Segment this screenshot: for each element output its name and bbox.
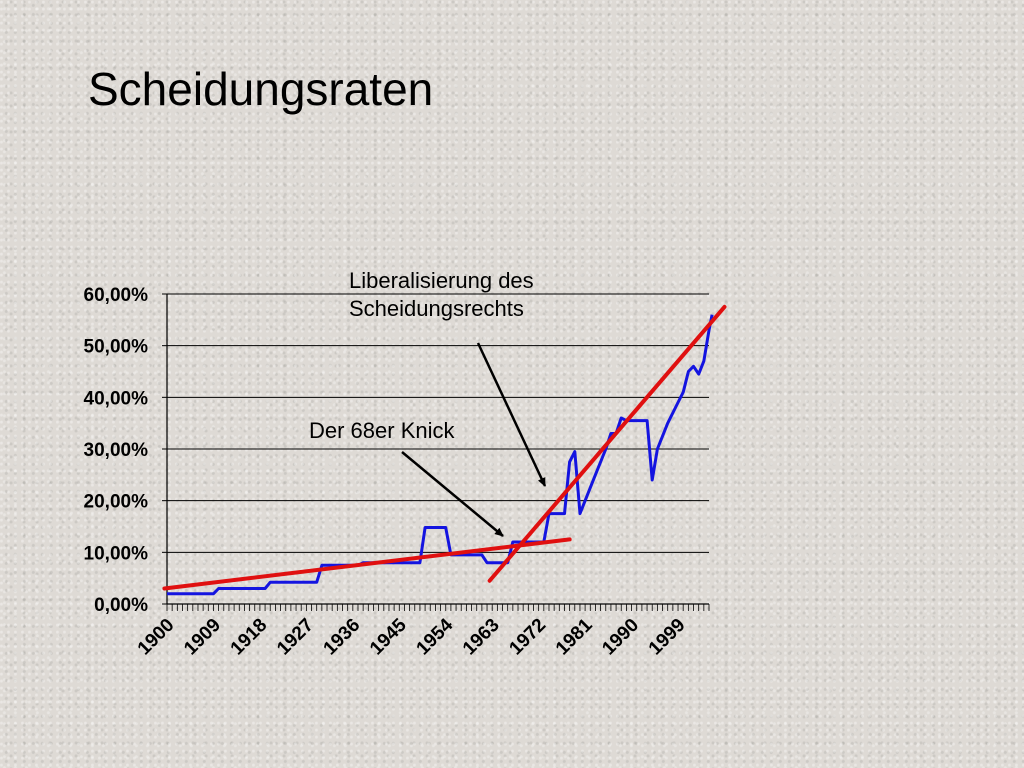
y-tick-label: 60,00% (84, 285, 149, 306)
x-tick-label: 1963 (459, 615, 504, 660)
x-tick-label: 1999 (645, 615, 690, 660)
x-tick-label: 1936 (320, 615, 365, 660)
y-tick-label: 10,00% (84, 543, 149, 564)
x-tick-label: 1990 (598, 615, 643, 660)
trend-line-early (162, 537, 572, 591)
x-tick-label: 1909 (180, 615, 225, 660)
slide-title: Scheidungsraten (88, 63, 434, 115)
annotation-liberalisierung-text: Scheidungsrechts (349, 296, 524, 321)
annotation-liberalisierung-text: Liberalisierung des (349, 268, 534, 293)
y-tick-label: 50,00% (84, 337, 149, 358)
x-tick-label: 1900 (134, 615, 179, 660)
x-tick-label: 1918 (227, 615, 272, 660)
annotation-68er-knick-text: Der 68er Knick (309, 418, 456, 443)
x-tick-label: 1981 (552, 614, 597, 659)
y-tick-label: 40,00% (84, 388, 149, 409)
x-tick-label: 1972 (505, 615, 550, 660)
x-tick-label: 1945 (366, 614, 411, 659)
annotation-liberalisierung-arrow (476, 342, 547, 487)
y-tick-label: 30,00% (84, 440, 149, 461)
annotation-68er-knick-arrow (401, 451, 504, 537)
y-tick-label: 0,00% (94, 595, 148, 616)
y-tick-label: 20,00% (84, 492, 149, 513)
x-tick-label: 1954 (413, 614, 458, 659)
x-tick-label: 1927 (273, 615, 318, 660)
trend-line-late (487, 304, 727, 583)
